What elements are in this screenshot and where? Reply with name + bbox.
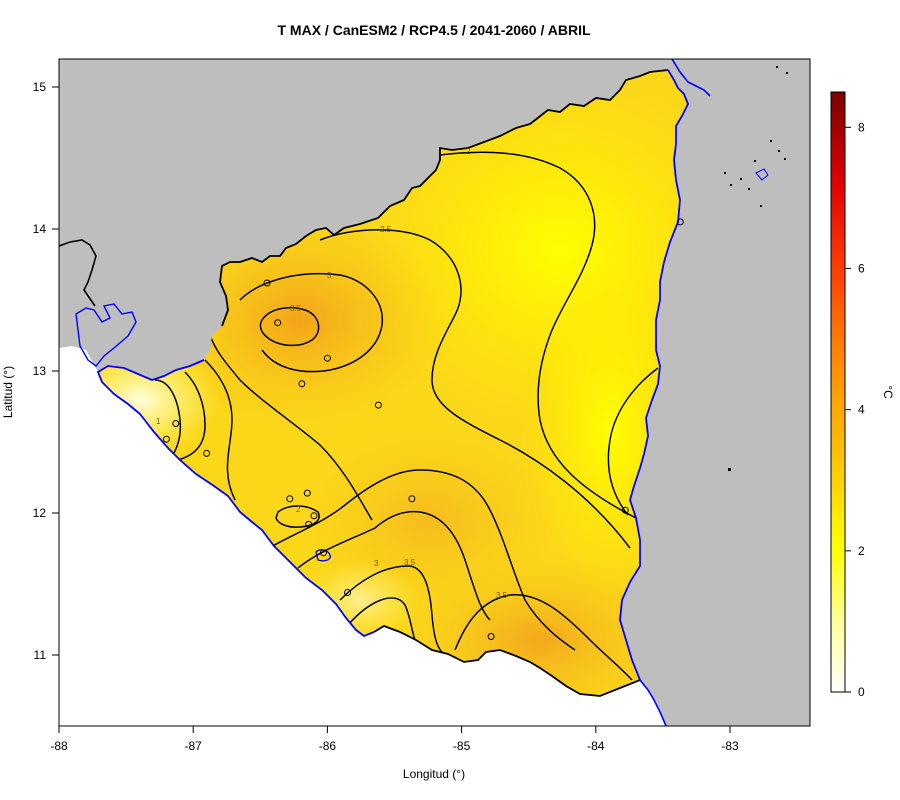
station-marker	[162, 435, 170, 443]
station-marker	[676, 218, 684, 226]
contour-label: 2	[296, 505, 301, 514]
station-marker	[263, 279, 271, 287]
colorbar-tick-label: 8	[858, 120, 865, 134]
colorbar-tick-label: 6	[858, 261, 865, 275]
nicaragua-coast-pacific	[96, 359, 375, 638]
x-axis-label: Longitud (°)	[403, 767, 465, 781]
contour-2-5-south	[347, 597, 421, 651]
y-tick-label: 14	[33, 222, 47, 236]
lake-managua	[315, 549, 331, 562]
contour-2-west	[204, 359, 236, 501]
y-axis: 11 12 13 14 15 Latitud (°)	[1, 80, 60, 662]
contour-2-5-central	[261, 469, 576, 651]
x-tick-label: -86	[319, 739, 337, 753]
x-tick-label: -88	[50, 739, 68, 753]
x-tick-label: -87	[185, 739, 203, 753]
colorbar-tick-label: 2	[858, 544, 865, 558]
contour-2-small	[275, 505, 320, 528]
station-marker	[203, 449, 211, 457]
y-tick-label: 15	[33, 80, 47, 94]
station-marker	[305, 520, 313, 528]
station-marker	[408, 495, 416, 503]
y-tick-label: 13	[33, 364, 47, 378]
station-marker	[323, 354, 331, 362]
colorbar-tick-label: 0	[858, 685, 865, 699]
y-axis-label: Latitud (°)	[1, 366, 15, 418]
x-tick-label: -83	[721, 739, 739, 753]
corn-islands	[755, 168, 769, 181]
contour-2-north	[417, 151, 641, 521]
station-marker	[286, 495, 294, 503]
nicaragua-border	[219, 69, 669, 697]
y-tick-label: 11	[34, 648, 47, 662]
contour-label: 2	[466, 147, 471, 156]
contour-2-5-west	[209, 334, 373, 521]
station-marker	[621, 506, 629, 514]
contour-label: 1	[156, 417, 161, 426]
station-marker	[319, 549, 327, 557]
colorbar-gradient	[830, 91, 846, 693]
contour-label: 3	[327, 271, 332, 280]
contour-1-5-west	[177, 371, 206, 461]
y-tick-label: 12	[33, 506, 47, 520]
contour-label: 3.5	[404, 558, 416, 567]
costa-rica-coast	[639, 679, 667, 726]
honduras-border-east	[671, 59, 711, 97]
contour-3-5-south	[454, 594, 633, 681]
station-marker	[310, 512, 318, 520]
honduras-outline	[59, 239, 97, 307]
x-axis: -88 -87 -86 -85 -84 -83 Longitud (°)	[50, 725, 739, 781]
honduras-gulf-island	[75, 303, 137, 367]
station-marker	[298, 380, 306, 388]
contour-3-central	[297, 510, 491, 621]
contour-label: 2.5	[380, 225, 392, 234]
colorbar-tick-label: 4	[858, 403, 865, 417]
contour-3-5-north	[259, 307, 320, 347]
station-markers	[162, 218, 684, 640]
islands-cays	[724, 66, 788, 471]
contour-3-south	[339, 565, 446, 656]
station-marker	[487, 633, 495, 640]
station-marker	[303, 489, 311, 497]
plot-area: 1 2 2 2.5 3 3 3.5 3.5 3.5	[59, 59, 810, 726]
contour-3-north	[239, 272, 383, 373]
contour-label: 3.5	[290, 304, 302, 313]
station-marker	[274, 319, 282, 327]
station-marker	[344, 589, 351, 596]
contour-lines	[154, 151, 659, 681]
nicaragua-coast-caribbean	[619, 69, 689, 681]
colorbar-unit: °C	[881, 385, 895, 399]
station-marker	[374, 401, 382, 409]
station-marker	[172, 420, 180, 427]
x-tick-label: -84	[587, 739, 605, 753]
contour-labels: 1 2 2 2.5 3 3 3.5 3.5 3.5	[156, 147, 508, 600]
contour-label: 3	[374, 559, 379, 568]
contour-label: 3.5	[496, 591, 508, 600]
colorbar: 0 2 4 6 8 °C	[830, 91, 895, 699]
x-tick-label: -85	[453, 739, 471, 753]
contour-2-east	[607, 367, 659, 516]
map-title: T MAX / CanESM2 / RCP4.5 / 2041-2060 / A…	[277, 22, 590, 38]
contour-2-5	[319, 229, 631, 549]
ocean-pacific	[59, 346, 666, 726]
